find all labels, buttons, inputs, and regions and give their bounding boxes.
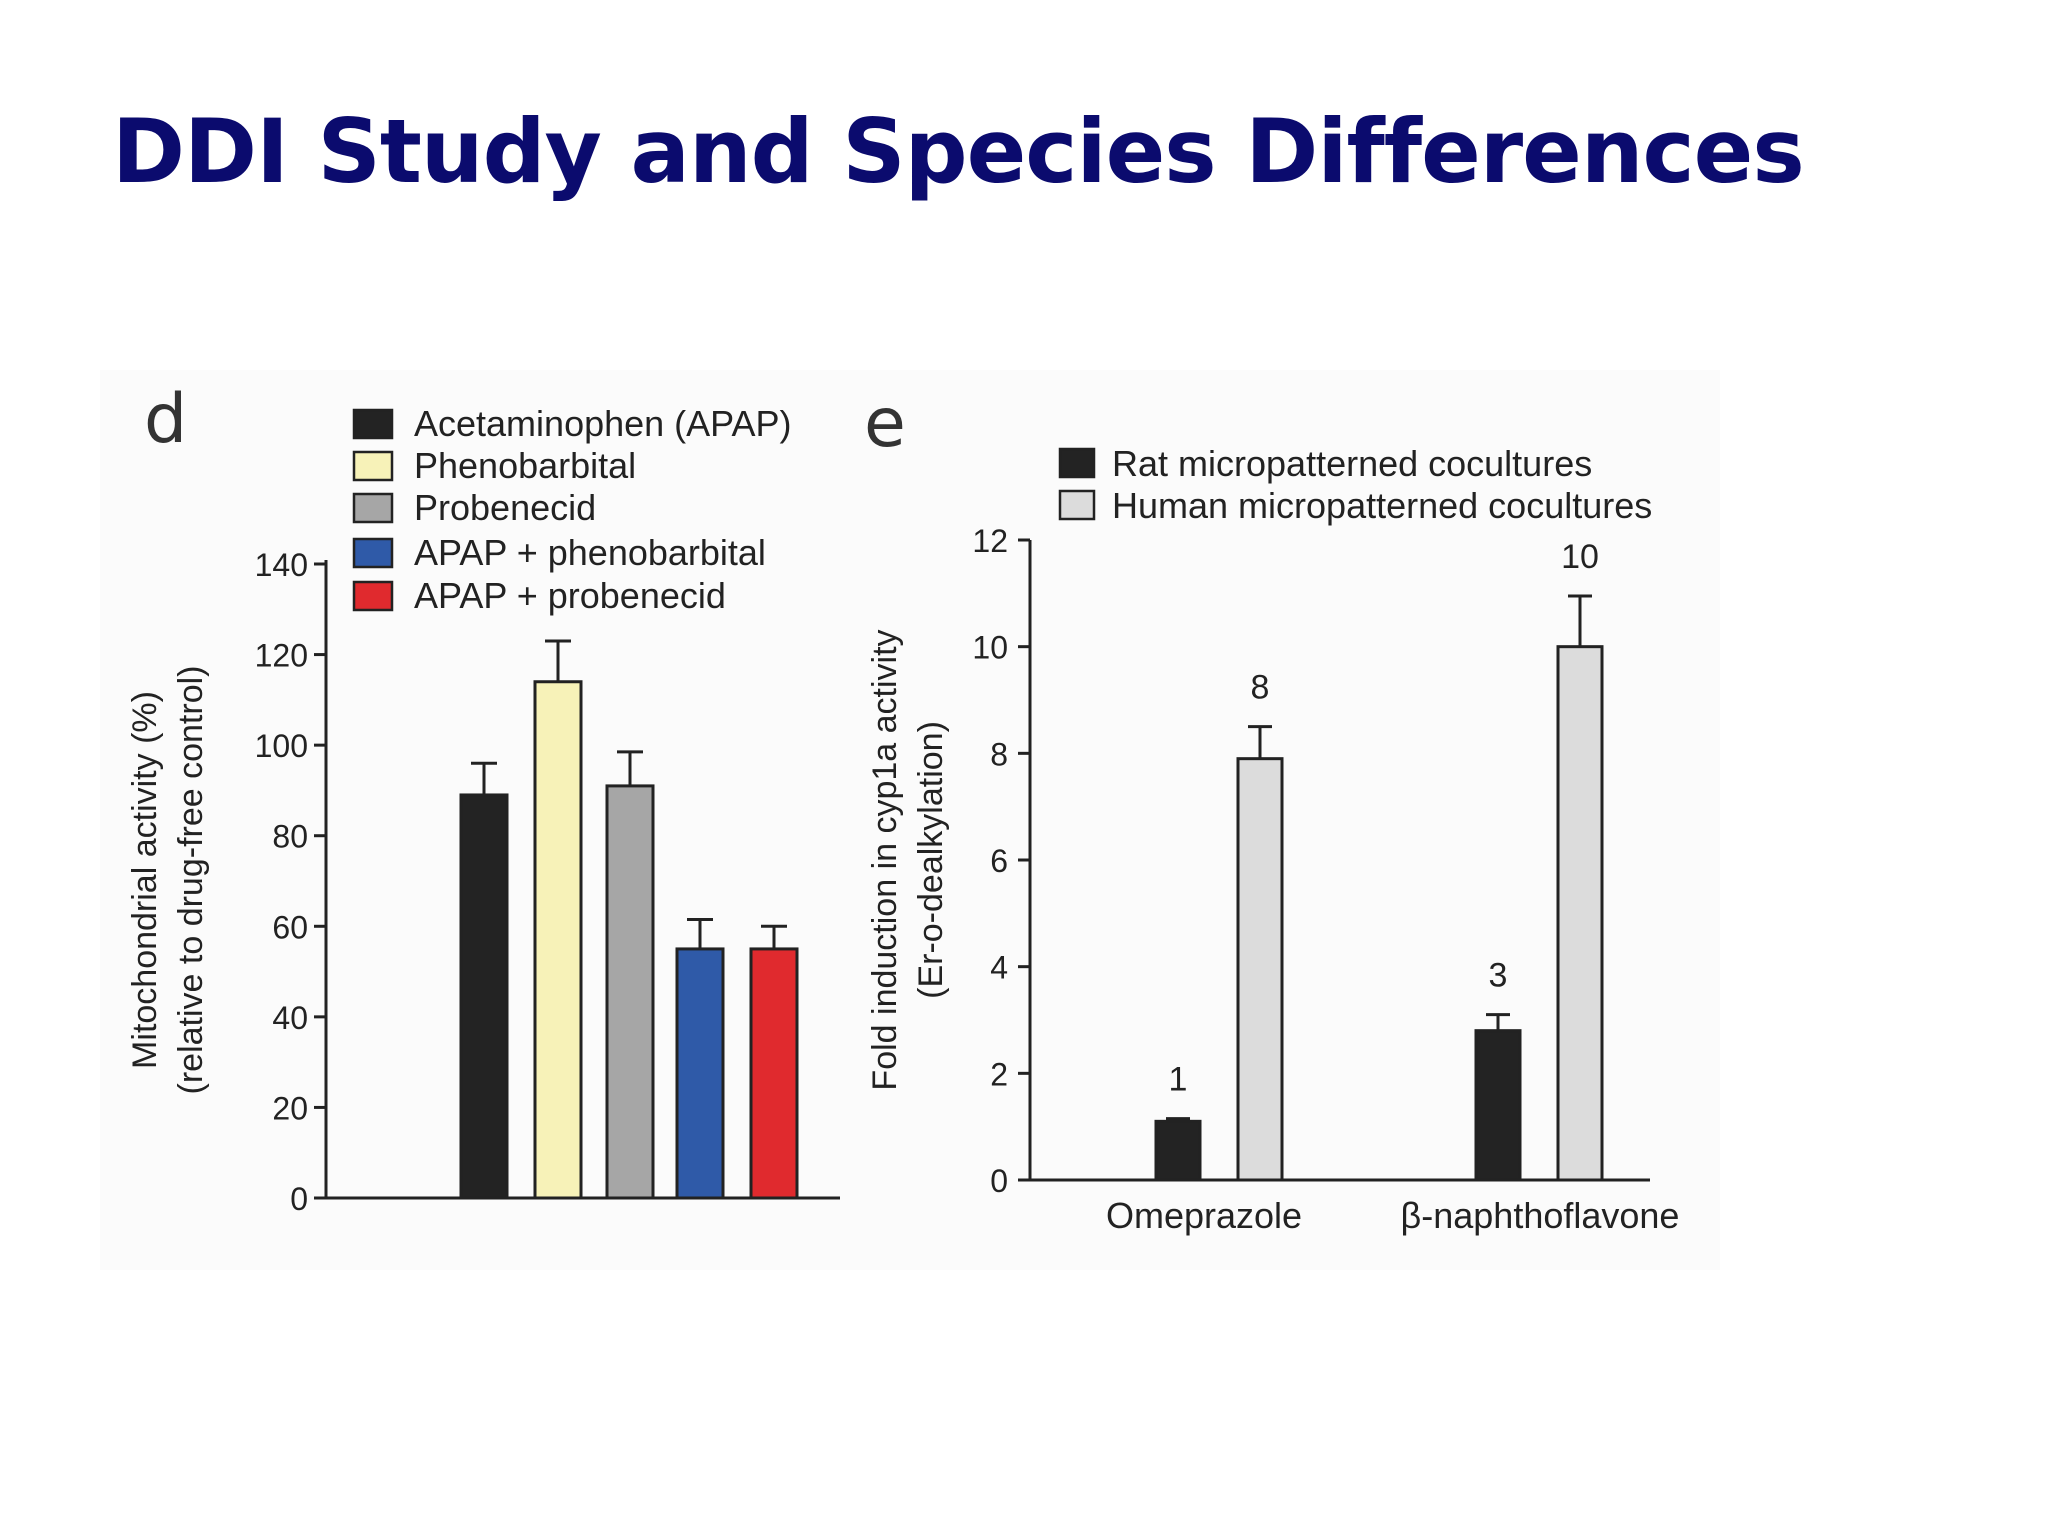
panel-letter-e: e — [864, 384, 906, 463]
chart-e-axes: 0 2 4 6 8 10 12 Omeprazole β-naphthoflavone — [972, 523, 1679, 1236]
chart-d-legend-swatch — [352, 450, 394, 482]
chart-d-ytick-label: 0 — [290, 1181, 308, 1217]
chart-d: Acetaminophen (APAP)PhenobarbitalProbene… — [126, 403, 840, 1217]
chart-d-legend-label: APAP + phenobarbital — [414, 532, 766, 573]
chart-e-legend-label: Rat micropatterned cocultures — [1112, 443, 1592, 484]
chart-e-ytick-label: 2 — [990, 1056, 1008, 1092]
chart-e-ylabel: Fold induction in cyp1a activity — [866, 629, 904, 1090]
chart-d-ytick-label: 140 — [255, 547, 308, 583]
chart-d-bar — [459, 793, 509, 1200]
chart-e-bar — [1236, 757, 1284, 1182]
slide-title: DDI Study and Species Differences — [112, 100, 1805, 203]
chart-d-ytick-label: 120 — [255, 638, 308, 674]
chart-d-legend: Acetaminophen (APAP)PhenobarbitalProbene… — [352, 403, 792, 616]
chart-d-ytick-label: 80 — [272, 819, 308, 855]
chart-d-legend-swatch — [352, 408, 394, 440]
chart-e-data-label: 10 — [1561, 538, 1599, 576]
chart-e-ytick-label: 8 — [990, 736, 1008, 772]
chart-e-ytick-label: 4 — [990, 950, 1008, 986]
chart-d-axes: 0 20 40 60 80 100 120 140 — [255, 547, 840, 1217]
chart-d-ytick-label: 60 — [272, 909, 308, 945]
chart-e-data-label: 8 — [1251, 669, 1270, 707]
chart-e-ytick-label: 0 — [990, 1163, 1008, 1199]
chart-e-ytick-label: 12 — [972, 523, 1008, 559]
chart-e-data-label: 1 — [1169, 1061, 1188, 1099]
chart-d-bar — [675, 947, 725, 1200]
chart-e-data-label: 3 — [1489, 957, 1508, 995]
chart-e-bar — [1154, 1119, 1202, 1182]
chart-d-bar — [533, 680, 583, 1200]
chart-d-ytick-label: 40 — [272, 1000, 308, 1036]
chart-d-legend-swatch — [352, 492, 394, 524]
chart-e-bars: 1 3 8 10 — [1154, 538, 1604, 1182]
chart-d-legend-label: APAP + probenecid — [414, 575, 726, 616]
chart-d-legend-swatch — [352, 580, 394, 612]
chart-d-legend-label: Phenobarbital — [414, 445, 636, 486]
chart-d-legend-label: Acetaminophen (APAP) — [414, 403, 792, 444]
chart-e-category-label: β-naphthoflavone — [1401, 1195, 1680, 1236]
panel-letter-d: d — [144, 380, 187, 459]
chart-d-legend-label: Probenecid — [414, 487, 596, 528]
chart-e-ytick-label: 6 — [990, 843, 1008, 879]
chart-d-ytick-label: 100 — [255, 728, 308, 764]
chart-e-ylabel2: (Er-o-dealkylation) — [912, 721, 950, 999]
chart-d-bar — [749, 947, 799, 1200]
chart-d-legend-swatch — [352, 537, 394, 569]
chart-e-ytick-label: 10 — [972, 630, 1008, 666]
chart-d-bar — [605, 784, 655, 1200]
chart-d-ytick-label: 20 — [272, 1090, 308, 1126]
chart-e-legend-label: Human micropatterned cocultures — [1112, 485, 1652, 526]
chart-d-ylabel2: (relative to drug-free control) — [172, 666, 210, 1095]
chart-e-bar — [1474, 1029, 1522, 1182]
chart-d-ylabel: Mitochondrial activity (%) — [126, 691, 164, 1069]
chart-e-legend-swatch — [1058, 447, 1096, 479]
chart-d-bars — [459, 639, 799, 1200]
chart-e-category-label: Omeprazole — [1106, 1195, 1302, 1236]
chart-e-legend-swatch — [1058, 489, 1096, 521]
chart-e-bar — [1556, 645, 1604, 1182]
